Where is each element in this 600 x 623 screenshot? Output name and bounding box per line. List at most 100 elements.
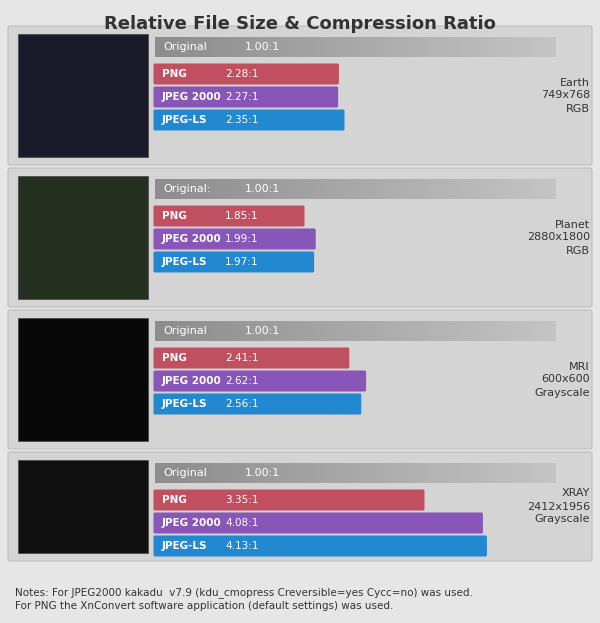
FancyBboxPatch shape	[154, 394, 361, 414]
FancyBboxPatch shape	[154, 348, 349, 368]
Bar	[305, 463, 311, 483]
Bar	[510, 321, 516, 341]
Bar	[380, 321, 386, 341]
Bar	[170, 463, 176, 483]
Bar	[405, 321, 411, 341]
Text: JPEG 2000: JPEG 2000	[162, 376, 222, 386]
Bar	[330, 321, 336, 341]
Bar	[375, 463, 381, 483]
Text: Original: Original	[163, 326, 207, 336]
Bar	[190, 37, 196, 57]
Bar	[400, 37, 406, 57]
Bar	[440, 463, 446, 483]
Bar	[290, 321, 296, 341]
Bar	[265, 179, 271, 199]
Bar	[550, 37, 556, 57]
Text: For PNG the XnConvert software application (default settings) was used.: For PNG the XnConvert software applicati…	[15, 601, 394, 611]
Bar	[495, 321, 501, 341]
Bar	[345, 37, 351, 57]
Bar	[355, 37, 361, 57]
Bar	[535, 179, 541, 199]
Bar	[180, 321, 186, 341]
Bar	[210, 179, 216, 199]
Bar	[455, 179, 461, 199]
Bar	[550, 321, 556, 341]
Text: Planet: Planet	[555, 219, 590, 229]
Bar	[365, 179, 371, 199]
Bar	[250, 179, 256, 199]
Bar	[180, 463, 186, 483]
Bar	[375, 179, 381, 199]
Bar	[170, 321, 176, 341]
Bar	[305, 321, 311, 341]
Bar	[385, 321, 391, 341]
Bar	[425, 37, 431, 57]
Bar	[285, 179, 291, 199]
Bar	[245, 179, 251, 199]
Text: JPEG 2000: JPEG 2000	[162, 92, 222, 102]
Bar	[525, 321, 531, 341]
Bar	[485, 179, 491, 199]
Bar	[405, 179, 411, 199]
Bar	[300, 179, 306, 199]
Text: Original:: Original:	[163, 184, 211, 194]
Bar	[310, 463, 316, 483]
Bar	[445, 463, 451, 483]
Text: PNG: PNG	[162, 353, 187, 363]
FancyBboxPatch shape	[154, 110, 344, 130]
Bar	[430, 37, 436, 57]
Bar	[18, 318, 148, 441]
Bar	[220, 37, 226, 57]
Bar	[455, 463, 461, 483]
Bar	[240, 463, 246, 483]
Bar	[310, 179, 316, 199]
Text: Original: Original	[163, 468, 207, 478]
Bar	[295, 37, 301, 57]
Bar	[345, 179, 351, 199]
Bar	[210, 37, 216, 57]
Bar	[260, 37, 266, 57]
Bar	[225, 179, 231, 199]
Bar	[415, 179, 421, 199]
Bar	[465, 321, 471, 341]
Bar	[280, 37, 286, 57]
Bar	[330, 463, 336, 483]
Bar	[155, 37, 161, 57]
Bar	[275, 463, 281, 483]
Bar	[190, 463, 196, 483]
Bar	[450, 179, 456, 199]
Bar	[180, 179, 186, 199]
Bar	[500, 37, 506, 57]
Bar	[205, 463, 211, 483]
Bar	[175, 37, 181, 57]
Bar	[340, 463, 346, 483]
Bar	[380, 463, 386, 483]
Bar	[460, 321, 466, 341]
Bar	[550, 179, 556, 199]
Bar	[475, 321, 481, 341]
Bar	[280, 321, 286, 341]
Bar	[450, 37, 456, 57]
Bar	[425, 321, 431, 341]
Bar	[230, 321, 236, 341]
Bar	[220, 321, 226, 341]
FancyBboxPatch shape	[154, 229, 316, 249]
Bar	[200, 463, 206, 483]
Bar	[315, 179, 321, 199]
Bar	[480, 179, 486, 199]
Bar	[275, 37, 281, 57]
Bar	[415, 463, 421, 483]
Bar	[345, 463, 351, 483]
Text: JPEG 2000: JPEG 2000	[162, 518, 222, 528]
Bar	[445, 321, 451, 341]
Bar	[540, 321, 546, 341]
Bar	[460, 179, 466, 199]
Bar	[325, 321, 331, 341]
Bar	[390, 463, 396, 483]
Bar	[270, 463, 276, 483]
Bar	[415, 321, 421, 341]
Bar	[240, 179, 246, 199]
Text: 2.41:1: 2.41:1	[225, 353, 259, 363]
Bar	[18, 176, 148, 299]
Bar	[445, 179, 451, 199]
